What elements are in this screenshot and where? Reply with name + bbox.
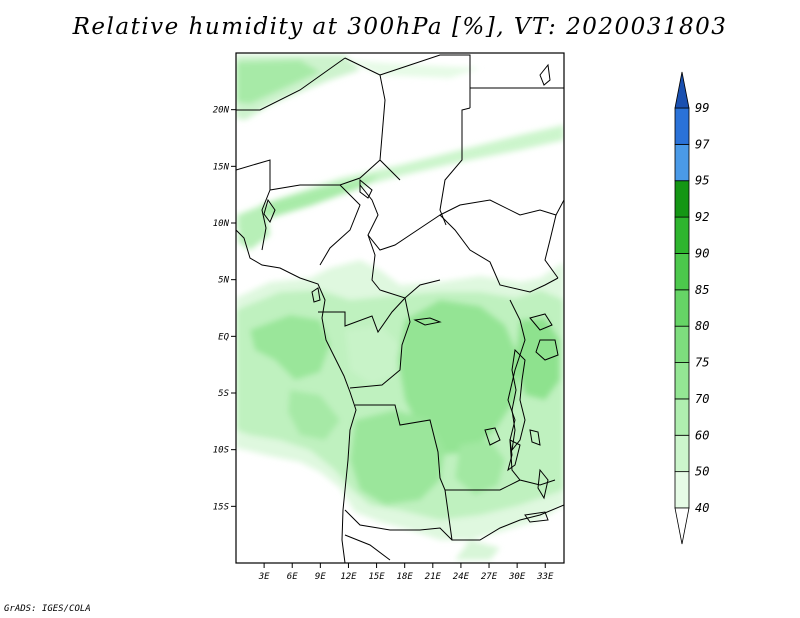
lat-tick-label: EQ — [218, 332, 229, 342]
map-title: Relative humidity at 300hPa [%], VT: 202… — [72, 14, 728, 40]
colorbar-label: 80 — [695, 319, 709, 333]
colorbar-segment — [674, 325, 690, 363]
colorbar-label: 92 — [695, 210, 709, 224]
colorbar-label: 97 — [695, 137, 710, 151]
colorbar-label: 85 — [695, 283, 709, 297]
colorbar-segment — [674, 143, 690, 182]
lon-tick-label: 30E — [508, 572, 526, 582]
lon-tick-label: 21E — [425, 572, 442, 582]
lon-tick-label: 6E — [287, 572, 298, 582]
latitude-axis: 20N 15N 10N 5N EQ 5S 10S 15S — [213, 106, 236, 512]
colorbar-low-arrow — [674, 507, 690, 545]
colorbar-label: 95 — [695, 174, 709, 188]
colorbar-label: 60 — [695, 428, 709, 442]
colorbar-label: 70 — [695, 392, 709, 406]
lat-tick-label: 15N — [213, 162, 230, 172]
colorbar-segment — [674, 362, 690, 400]
lon-tick-label: 18E — [397, 572, 414, 582]
map-frame — [235, 52, 565, 564]
lat-tick-label: 15S — [213, 502, 230, 512]
lat-tick-label: 20N — [213, 106, 230, 116]
lon-tick-label: 15E — [368, 572, 385, 582]
colorbar-high-arrow — [674, 71, 690, 109]
lon-tick-label: 9E — [315, 572, 326, 582]
lat-tick-label: 10N — [213, 219, 230, 229]
colorbar-segment — [674, 216, 690, 254]
colorbar-label: 90 — [695, 246, 709, 260]
longitude-axis: 3E 6E 9E 12E 15E 18E 21E 24E 27E 30E 33E — [258, 563, 554, 582]
colorbar-label: 75 — [695, 356, 709, 370]
lon-tick-label: 33E — [536, 572, 554, 582]
lon-tick-label: 3E — [258, 572, 270, 582]
colorbar-label: 99 — [695, 101, 709, 115]
colorbar-segment — [674, 180, 690, 218]
lat-tick-label: 10S — [213, 446, 230, 456]
lon-tick-label: 27E — [481, 572, 498, 582]
colorbar: 40 50 60 70 75 80 85 90 92 95 97 99 — [674, 71, 710, 545]
colorbar-label: 40 — [695, 501, 709, 515]
lon-tick-label: 24E — [453, 572, 470, 582]
colorbar-segment — [674, 471, 690, 509]
humidity-shading — [236, 55, 564, 560]
colorbar-segment — [674, 398, 690, 436]
colorbar-segment — [674, 289, 690, 327]
lat-tick-label: 5S — [218, 389, 229, 399]
colorbar-label: 50 — [695, 465, 709, 479]
colorbar-segment — [674, 107, 690, 145]
credit-label: GrADS: IGES/COLA — [4, 604, 91, 614]
lon-tick-label: 12E — [340, 572, 357, 582]
lat-tick-label: 5N — [218, 276, 229, 286]
country-borders — [236, 54, 564, 563]
colorbar-segment — [674, 253, 690, 291]
colorbar-segment — [674, 434, 690, 473]
